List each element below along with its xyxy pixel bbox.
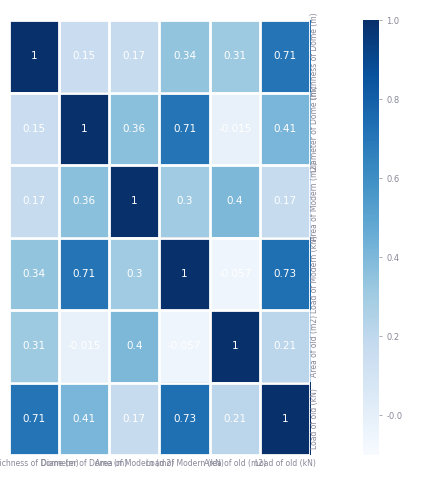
Text: 0.41: 0.41 (273, 124, 296, 134)
Text: 0.21: 0.21 (223, 414, 246, 424)
Text: 0.21: 0.21 (273, 341, 296, 351)
Text: 1: 1 (81, 124, 87, 134)
Text: -0.015: -0.015 (67, 341, 101, 351)
Text: 0.15: 0.15 (23, 124, 46, 134)
Text: 0.71: 0.71 (273, 52, 296, 61)
Text: 0.34: 0.34 (173, 52, 196, 61)
Text: -0.057: -0.057 (218, 269, 252, 279)
Text: 0.34: 0.34 (23, 269, 46, 279)
Text: 0.17: 0.17 (23, 196, 46, 206)
Text: 0.4: 0.4 (126, 341, 143, 351)
Text: 0.71: 0.71 (173, 124, 196, 134)
Text: 0.73: 0.73 (173, 414, 196, 424)
Text: -0.057: -0.057 (168, 341, 201, 351)
Text: 1: 1 (232, 341, 238, 351)
Text: 1: 1 (131, 196, 138, 206)
Text: 0.36: 0.36 (73, 196, 96, 206)
Text: 1: 1 (31, 52, 37, 61)
Text: 0.73: 0.73 (273, 269, 296, 279)
Text: 0.17: 0.17 (123, 52, 146, 61)
Text: 0.71: 0.71 (73, 269, 96, 279)
Text: 0.31: 0.31 (23, 341, 46, 351)
Text: 1: 1 (282, 414, 288, 424)
Text: 0.3: 0.3 (176, 196, 193, 206)
Text: 0.4: 0.4 (226, 196, 243, 206)
Text: 0.3: 0.3 (126, 269, 143, 279)
Text: 0.31: 0.31 (223, 52, 246, 61)
Text: 0.17: 0.17 (273, 196, 296, 206)
Text: 0.17: 0.17 (123, 414, 146, 424)
Text: -0.015: -0.015 (218, 124, 252, 134)
Text: 0.15: 0.15 (73, 52, 96, 61)
Text: 1: 1 (181, 269, 188, 279)
Text: 0.36: 0.36 (123, 124, 146, 134)
Text: 0.41: 0.41 (73, 414, 96, 424)
Text: 0.71: 0.71 (23, 414, 46, 424)
